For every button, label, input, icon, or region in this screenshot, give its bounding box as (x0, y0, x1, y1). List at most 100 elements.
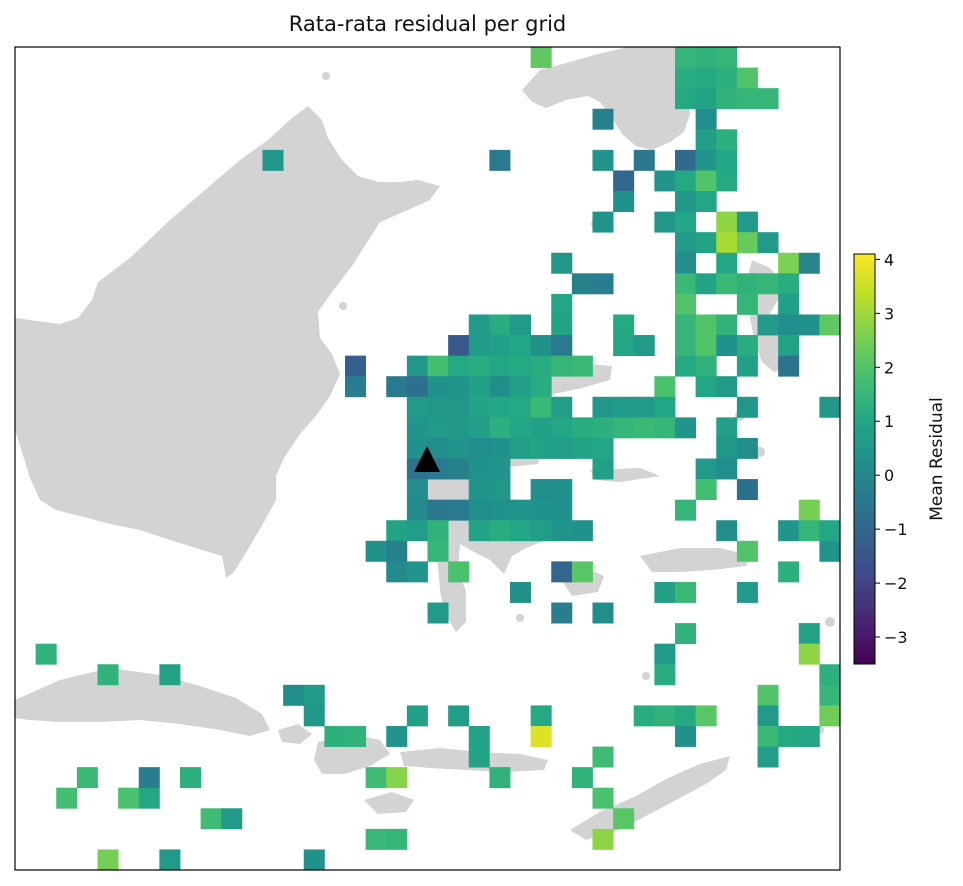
grid-cell (427, 520, 449, 542)
grid-cell (489, 458, 511, 480)
grid-cell (778, 355, 800, 377)
colorbar-tick-label: −2 (884, 574, 908, 593)
grid-cell (510, 581, 532, 603)
grid-cell (510, 335, 532, 357)
grid-cell (716, 417, 738, 439)
grid-cell (778, 314, 800, 336)
grid-cell (736, 273, 758, 295)
grid-cell (283, 684, 305, 706)
grid-cell (118, 787, 140, 809)
grid-cell (633, 705, 655, 727)
grid-cell (736, 293, 758, 315)
grid-cell (633, 396, 655, 418)
grid-cell (798, 252, 820, 274)
colorbar-label: Mean Residual (927, 397, 947, 521)
grid-cell (695, 47, 717, 68)
grid-cell (448, 437, 470, 459)
grid-cell (736, 232, 758, 254)
grid-cell (736, 396, 758, 418)
grid-cell (675, 623, 697, 645)
grid-cell (427, 437, 449, 459)
grid-cell (551, 479, 573, 501)
grid-cell (695, 273, 717, 295)
grid-cell (757, 273, 779, 295)
grid-cell (778, 561, 800, 583)
grid-cell (819, 396, 840, 418)
grid-cell (530, 520, 552, 542)
grid-cell (551, 396, 573, 418)
grid-cell (468, 335, 490, 357)
grid-cell (386, 540, 408, 562)
grid-cell (716, 88, 738, 110)
grid-cell (468, 725, 490, 747)
grid-cell (592, 787, 614, 809)
grid-cell (778, 273, 800, 295)
grid-cell (159, 664, 181, 686)
grid-cell (613, 396, 635, 418)
grid-cell (303, 849, 325, 870)
grid-cell (159, 849, 181, 870)
grid-cell (675, 252, 697, 274)
grid-cell (592, 396, 614, 418)
grid-cell (221, 808, 243, 830)
grid-cell (654, 664, 676, 686)
grid-cell (654, 170, 676, 192)
grid-cell (138, 767, 160, 789)
grid-cell (798, 725, 820, 747)
grid-cell (675, 232, 697, 254)
grid-cell (778, 252, 800, 274)
grid-cell (551, 417, 573, 439)
grid-cell (695, 67, 717, 89)
grid-cell (406, 705, 428, 727)
colorbar-tick-label: 4 (884, 250, 894, 269)
grid-cell (613, 170, 635, 192)
grid-cell (819, 540, 840, 562)
grid-cell (654, 581, 676, 603)
grid-cell (716, 437, 738, 459)
land-bali-lombok (278, 724, 312, 744)
grid-cell (468, 417, 490, 439)
grid-cell (819, 684, 840, 706)
grid-cell (468, 458, 490, 480)
grid-cell (716, 149, 738, 171)
land-timor (570, 756, 730, 840)
grid-cell (654, 211, 676, 233)
grid-cell (571, 273, 593, 295)
grid-cell (571, 561, 593, 583)
grid-cell (592, 417, 614, 439)
grid-cell (633, 335, 655, 357)
grid-cell (530, 47, 552, 68)
colorbar-tick-label: −3 (884, 628, 908, 647)
grid-cell (386, 520, 408, 542)
grid-cell (468, 437, 490, 459)
grid-cell (819, 520, 840, 542)
grid-cell (757, 88, 779, 110)
grid-cell (386, 828, 408, 850)
grid-cell (736, 540, 758, 562)
grid-cell (716, 335, 738, 357)
grid-cell (386, 376, 408, 398)
grid-cell (675, 314, 697, 336)
grid-cell (675, 170, 697, 192)
grid-cell (736, 335, 758, 357)
grid-cell (716, 67, 738, 89)
grid-cell (468, 314, 490, 336)
grid-cell (675, 149, 697, 171)
grid-cell (571, 417, 593, 439)
grid-cell (97, 664, 119, 686)
map-frame (14, 46, 841, 871)
grid-cell (840, 705, 861, 726)
grid-cell (736, 355, 758, 377)
grid-cell (571, 767, 593, 789)
grid-cell (675, 191, 697, 212)
grid-cell (365, 767, 387, 789)
grid-cell (633, 417, 655, 439)
grid-cell (695, 170, 717, 192)
grid-cell (716, 520, 738, 542)
grid-cell (427, 355, 449, 377)
grid-cell (798, 520, 820, 542)
grid-cell (262, 149, 284, 171)
grid-cell (551, 335, 573, 357)
